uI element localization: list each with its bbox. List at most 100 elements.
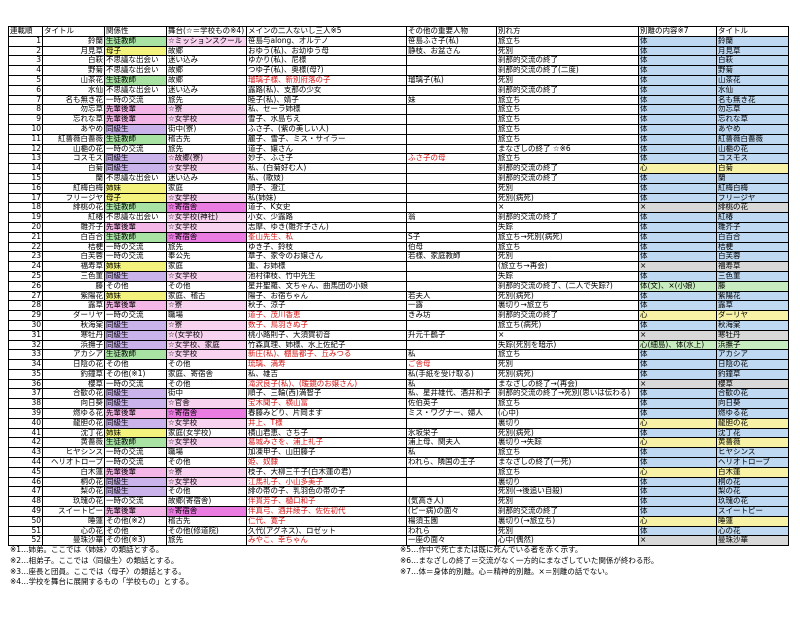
title-repeat-cell: 秋海棠	[716, 319, 789, 331]
title-cell: 露草	[42, 300, 105, 312]
title-repeat-cell: 桐の花	[716, 476, 789, 488]
relationship-cell: 同級生	[104, 319, 167, 331]
main-characters-cell: 道子、嬢さん	[246, 143, 407, 155]
title-cell: 日陰の花	[42, 359, 105, 370]
other-characters-cell	[406, 84, 497, 96]
row-number-cell: 12	[8, 143, 43, 155]
main-characters-cell: 井上、T様	[246, 417, 407, 429]
title-repeat-cell: 心の花	[716, 525, 789, 537]
header-cell: 別れ方	[496, 26, 639, 37]
other-characters-cell: 妹	[406, 94, 497, 106]
row-number-cell: 29	[8, 310, 43, 321]
row-number-cell: 22	[8, 241, 43, 253]
stage-cell: ☆寄宿舎	[166, 506, 247, 517]
other-characters-cell: 静枝、お盆さん	[406, 45, 497, 57]
title-cell: 白百合	[42, 231, 105, 243]
relationship-cell: 同級生	[104, 339, 167, 351]
separation-type-cell: 体(文)、×(小娘)	[638, 280, 717, 292]
main-characters-cell: 露路(私)、支那の少女	[246, 84, 407, 96]
parting-cell: 裏切り(→旅立ち)	[496, 515, 639, 527]
main-characters-cell: ゆき子、鈴枝	[246, 241, 407, 253]
title-cell: 燃ゆる花	[42, 408, 105, 419]
separation-type-cell: 体	[638, 486, 717, 498]
main-characters-cell: 妙子、ふさ子	[246, 153, 407, 165]
title-repeat-cell: 櫻草	[716, 378, 789, 390]
other-characters-cell: われら、隣国の王子	[406, 457, 497, 468]
parting-cell: 死別	[496, 251, 639, 263]
footnote-line: ※3…座長と団員。ここでは〈母子〉の類話とする。	[10, 566, 186, 576]
relationship-cell: 先輩後輩	[104, 408, 167, 419]
row-number-cell: 8	[8, 104, 43, 116]
main-characters-cell: 新庄(私)、棚島都子、丘みつる	[246, 349, 407, 361]
separation-type-cell: 心	[638, 310, 717, 321]
stage-cell: 奉公先	[166, 251, 247, 263]
main-characters-cell: 春藤みどり、片岡ます	[246, 408, 407, 419]
other-characters-cell: 瑠璃子(私)	[406, 74, 497, 86]
table-row: 18 緋桃の花 生徒教師 ☆寄宿舎 道子、K女史 × × 緋桃の花	[8, 202, 789, 214]
other-characters-cell	[406, 417, 497, 429]
parting-cell: ×	[496, 329, 639, 341]
title-cell: スイートピー	[42, 506, 105, 517]
table-row: 4 野菊 不思議な出会い 故郷 つゆ子(私)、奥様(母?) 刹那的交流の終了(二度) 体野菊	[8, 65, 789, 76]
main-characters-cell: 道子、茂川香恵	[246, 310, 407, 321]
footnote-line: ※4…学校を舞台に展開するもの「学校もの」とする。	[10, 577, 194, 587]
table-row: 45 白木蓮 先輩後輩 ☆寮 枝子、大柳三千子(白木蓮の君) 旅立ち心白木蓮	[8, 466, 789, 478]
title-repeat-cell: 野菊	[716, 65, 789, 76]
relationship-cell: その他	[104, 280, 167, 292]
row-number-cell: 41	[8, 427, 43, 439]
main-characters-cell: 宝木聞子、横山富	[246, 398, 407, 410]
title-repeat-cell: 鈴蘭	[716, 35, 789, 47]
header-cell: 舞台(☆＝学校もの※4)	[166, 26, 247, 37]
separation-type-cell: 体	[638, 300, 717, 312]
parting-cell: 死別(病死)	[496, 368, 639, 380]
main-characters-cell: 私、セーラ姉様	[246, 104, 407, 116]
table-row: 39 燃ゆる花 先輩後輩 ☆寄宿舎 春藤みどり、片岡ます ミス・ワグナー、婦人 (心中) 体燃…	[8, 408, 789, 419]
relationship-cell: 一時の交流	[104, 447, 167, 459]
table-row: 23 白芙蓉 一時の交流 奉公先 章子、家令のお嬢さん 若様、家庭教師 死別体白芙蓉	[8, 251, 789, 263]
title-repeat-cell: 雛芥子	[716, 221, 789, 233]
parting-cell: 旅立ち	[496, 466, 639, 478]
main-characters-cell: 私、(歌妓)	[246, 172, 407, 184]
row-number-cell: 35	[8, 368, 43, 380]
title-repeat-cell: 白木蓮	[716, 466, 789, 478]
stage-cell: ☆(女学校)	[166, 329, 247, 341]
table-row: 2 月見草 母子 故郷 おゆう(私)、お幼ゆう母 静枝、お盆さん 死別体月見草	[8, 45, 789, 57]
title-repeat-cell: 福寿草	[716, 261, 789, 272]
title-cell: 紅椿	[42, 212, 105, 223]
relationship-cell: 不思議な出会い	[104, 84, 167, 96]
separation-type-cell: 体	[638, 241, 717, 253]
main-characters-cell: 滝沢良子(私)、(暖鏡のお嬢さん)	[246, 378, 407, 390]
relationship-cell: 生徒教師	[104, 349, 167, 361]
other-characters-cell	[406, 339, 497, 351]
stage-cell: ☆女学校(神社)	[166, 212, 247, 223]
title-cell: 月見草	[42, 45, 105, 57]
main-characters-cell: つゆ子(私)、奥様(母?)	[246, 65, 407, 76]
table-row: 12 山梔の花 一時の交流 旅先 道子、嬢さん まなざしの終了 ☆※6 体山梔の花	[8, 143, 789, 155]
footnote-line: ※2…相弟子。ここでは〈同級生〉の類話とする。	[10, 555, 179, 565]
other-characters-cell: 私、星井雄代、酒井和子	[406, 388, 497, 400]
relationship-cell: 先輩後輩	[104, 466, 167, 478]
table-row: 13 コスモス 同級生 ☆故郷(寮) 妙子、ふさ子 ふさ子の母 旅立ち体コスモス	[8, 153, 789, 165]
title-cell: 忘れな草	[42, 114, 105, 125]
stage-cell: ☆寮	[166, 466, 247, 478]
title-cell: 黄薔薇	[42, 437, 105, 449]
relationship-cell: 同級生	[104, 486, 167, 498]
separation-type-cell: 体	[638, 398, 717, 410]
title-repeat-cell: 梨の花	[716, 486, 789, 498]
main-characters-cell: 道子、K女史	[246, 202, 407, 214]
other-characters-cell: 浦上母、関夫人	[406, 437, 497, 449]
table-row: 35 釣鐘草 その他(※1) 家庭、寄宿舎 私、雄吉 私(手紙を受け取る) 死別(病死) 体釣…	[8, 368, 789, 380]
stage-cell: 職場	[166, 447, 247, 459]
title-repeat-cell: スイートピー	[716, 506, 789, 517]
title-repeat-cell: 日陰の花	[716, 359, 789, 370]
separation-type-cell: 体	[638, 84, 717, 96]
separation-type-cell: 心	[638, 466, 717, 478]
title-repeat-cell: 名も無き花	[716, 94, 789, 106]
relationship-cell: 同級生	[104, 270, 167, 282]
table-row: 10 あやめ 同級生 街中(寮) ふさ子、(紫の美しい人) 旅立ち体あやめ	[8, 123, 789, 135]
parting-cell: 失踪	[496, 221, 639, 233]
story-table: 連載順 タイトル 関係性 舞台(☆＝学校もの※4) メインの二人ないし三人※5 …	[8, 26, 789, 547]
main-characters-cell: 星井聖羅、文ちゃん、曲馬団の小娘	[246, 280, 407, 292]
table-row: 26 藤その他 その他 星井聖羅、文ちゃん、曲馬団の小娘 刹那的交流の終了、(二人で失踪…	[8, 280, 789, 292]
main-characters-cell: 横山君恵、さち子	[246, 427, 407, 439]
